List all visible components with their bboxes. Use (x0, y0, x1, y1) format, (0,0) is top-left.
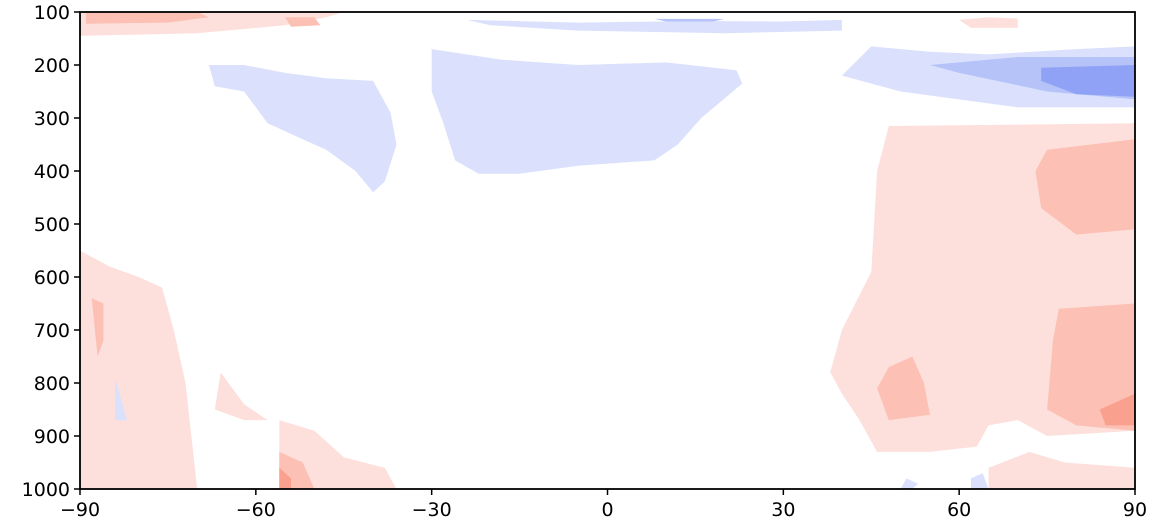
x-axis: −90 −60 −30 0 30 60 90 (60, 489, 1147, 521)
x-tick-label: −60 (236, 499, 276, 521)
contour-region-pos3 (279, 467, 291, 489)
contour-region-pos2 (91, 298, 104, 357)
contour-region-pos1 (988, 451, 1135, 489)
y-tick-label: 300 (34, 108, 70, 130)
contour-region-pos2 (285, 17, 321, 27)
y-tick-label: 700 (34, 320, 70, 342)
y-tick-label: 200 (34, 55, 70, 77)
contour-region-neg1 (115, 377, 127, 421)
contour-region-pos1 (80, 250, 198, 489)
contour-region-pos2 (85, 12, 209, 24)
y-tick-label: 400 (34, 161, 70, 183)
y-tick-label: 800 (34, 373, 70, 395)
contour-region-pos1 (279, 420, 397, 489)
y-tick-label: 100 (34, 2, 70, 24)
contour-region-neg1 (970, 473, 989, 489)
contour-region-neg1 (900, 478, 919, 489)
y-tick-label: 500 (34, 214, 70, 236)
contour-region-pos1 (959, 17, 1018, 28)
contour-region-pos2 (1035, 139, 1135, 235)
contour-fills (80, 12, 1135, 489)
x-tick-label: 0 (601, 499, 613, 521)
y-tick-label: 900 (34, 426, 70, 448)
x-tick-label: −30 (412, 499, 452, 521)
contour-region-pos1 (214, 372, 268, 421)
y-tick-label: 1000 (22, 479, 70, 501)
x-tick-label: 90 (1123, 499, 1147, 521)
contour-region-pos2 (1047, 303, 1135, 431)
x-tick-label: 60 (947, 499, 971, 521)
x-tick-label: −90 (60, 499, 100, 521)
contour-region-neg3 (1041, 65, 1135, 97)
contour-region-neg1 (208, 65, 397, 193)
y-tick-label: 600 (34, 267, 70, 289)
contour-region-neg1 (466, 19, 842, 34)
contour-region-pos3 (1099, 393, 1135, 426)
contour-region-pos2 (877, 356, 930, 421)
y-axis: 100 200 300 400 500 600 700 800 900 1000 (22, 2, 80, 501)
contour-region-neg1 (431, 49, 743, 174)
contour-region-neg2 (654, 18, 725, 22)
x-tick-label: 30 (771, 499, 795, 521)
